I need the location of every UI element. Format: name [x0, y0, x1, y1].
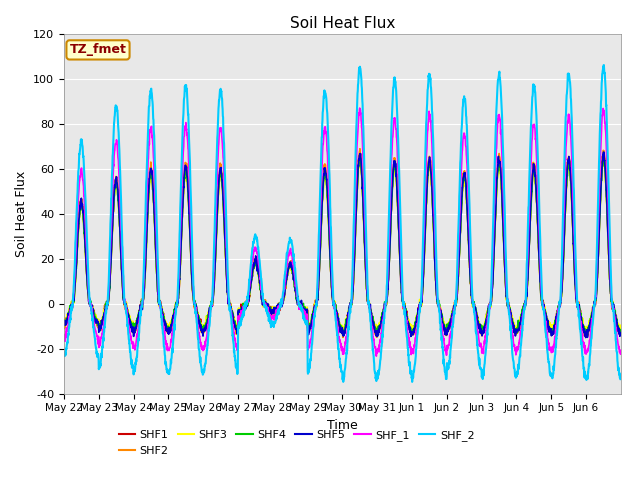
SHF3 — [376, 321, 384, 326]
SHF3 — [60, 315, 68, 321]
SHF1 — [442, 333, 450, 338]
SHF5 — [541, 310, 549, 315]
SHF_1 — [116, 184, 124, 190]
SHF4 — [60, 320, 68, 326]
Line: SHF2: SHF2 — [64, 149, 621, 337]
SHF_1 — [60, 336, 68, 341]
SHF2 — [511, 326, 518, 332]
SHF_2 — [617, 373, 625, 379]
SHF_2 — [116, 155, 124, 161]
SHF_1 — [617, 349, 625, 355]
SHF2 — [542, 312, 550, 318]
SHF2 — [609, 303, 617, 309]
SHF4 — [542, 313, 550, 319]
SHF2 — [376, 324, 384, 329]
Line: SHF1: SHF1 — [64, 154, 621, 336]
SHF1 — [60, 317, 68, 323]
SHF3 — [542, 313, 550, 319]
SHF5 — [600, 149, 607, 155]
SHF5 — [582, 335, 589, 340]
SHF_1 — [236, 316, 244, 322]
SHF5 — [617, 331, 625, 337]
SHF3 — [511, 323, 518, 329]
SHF4 — [373, 333, 381, 339]
SHF2 — [339, 335, 347, 340]
SHF3 — [356, 158, 364, 164]
Line: SHF_1: SHF_1 — [64, 108, 621, 356]
SHF5 — [510, 327, 518, 333]
Title: Soil Heat Flux: Soil Heat Flux — [290, 16, 395, 31]
SHF_2 — [510, 365, 518, 371]
SHF3 — [617, 326, 625, 332]
SHF4 — [511, 326, 518, 332]
SHF1 — [116, 221, 124, 227]
Line: SHF3: SHF3 — [64, 161, 621, 332]
SHF_1 — [372, 353, 380, 359]
SHF2 — [617, 332, 625, 338]
SHF2 — [116, 218, 124, 224]
SHF2 — [236, 311, 244, 316]
SHF_2 — [236, 318, 244, 324]
SHF3 — [609, 303, 617, 309]
SHF_2 — [60, 349, 68, 355]
Line: SHF_2: SHF_2 — [64, 65, 621, 382]
Legend: SHF1, SHF2, SHF3, SHF4, SHF5, SHF_1, SHF_2: SHF1, SHF2, SHF3, SHF4, SHF5, SHF_1, SHF… — [114, 426, 479, 460]
SHF_1 — [511, 342, 518, 348]
Line: SHF4: SHF4 — [64, 158, 621, 336]
SHF5 — [609, 305, 617, 311]
SHF3 — [236, 306, 244, 312]
SHF1 — [609, 305, 617, 311]
X-axis label: Time: Time — [327, 419, 358, 432]
SHF4 — [609, 303, 617, 309]
SHF1 — [236, 308, 244, 314]
SHF_1 — [376, 336, 384, 342]
SHF_2 — [600, 62, 608, 68]
SHF4 — [376, 324, 384, 329]
SHF_2 — [408, 379, 416, 385]
SHF5 — [376, 325, 383, 331]
SHF5 — [116, 221, 124, 227]
SHF3 — [374, 329, 381, 335]
SHF4 — [236, 308, 244, 313]
SHF2 — [356, 146, 364, 152]
SHF1 — [617, 331, 625, 336]
SHF_1 — [542, 321, 550, 327]
SHF_1 — [356, 105, 364, 111]
SHF2 — [60, 323, 68, 328]
SHF_2 — [542, 330, 550, 336]
SHF_1 — [609, 306, 617, 312]
SHF_2 — [609, 308, 617, 314]
SHF4 — [617, 330, 625, 336]
SHF4 — [356, 155, 364, 161]
Text: TZ_fmet: TZ_fmet — [70, 43, 127, 56]
SHF1 — [600, 151, 608, 156]
SHF_2 — [376, 362, 383, 368]
SHF5 — [236, 309, 244, 314]
SHF1 — [376, 326, 383, 332]
Line: SHF5: SHF5 — [64, 152, 621, 337]
SHF1 — [542, 312, 550, 317]
SHF4 — [116, 223, 124, 229]
SHF1 — [510, 322, 518, 327]
SHF3 — [116, 222, 124, 228]
Y-axis label: Soil Heat Flux: Soil Heat Flux — [15, 170, 28, 257]
SHF5 — [60, 321, 68, 327]
